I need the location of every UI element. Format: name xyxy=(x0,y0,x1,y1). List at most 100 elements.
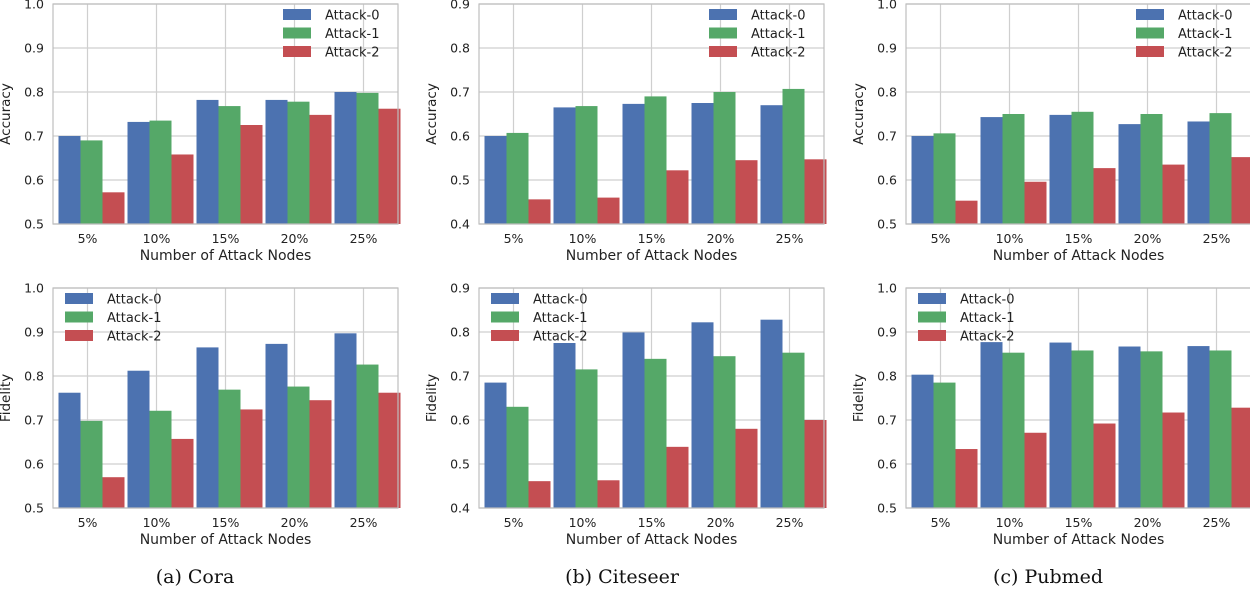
bar-attack-2-25 xyxy=(378,108,401,224)
bar-attack-2-10 xyxy=(597,197,620,224)
y-tick-label: 0.8 xyxy=(24,369,44,384)
x-tick-label: 20% xyxy=(281,231,309,246)
legend-label-attack-0: Attack-0 xyxy=(960,293,1014,308)
y-tick-label: 1.0 xyxy=(24,0,44,12)
bar-attack-1-15 xyxy=(218,106,241,224)
legend-label-attack-0: Attack-0 xyxy=(325,9,379,24)
bar-attack-1-10 xyxy=(149,410,172,508)
legend-swatch-attack-0 xyxy=(918,293,946,304)
legend-label-attack-0: Attack-0 xyxy=(751,9,805,24)
legend-label-attack-2: Attack-2 xyxy=(751,46,805,61)
x-tick-label: 25% xyxy=(1203,515,1231,530)
bar-attack-0-25 xyxy=(1187,346,1210,508)
legend-label-attack-0: Attack-0 xyxy=(107,293,161,308)
x-tick-label: 10% xyxy=(569,515,597,530)
x-tick-label: 20% xyxy=(1134,515,1162,530)
legend-swatch-attack-0 xyxy=(65,293,93,304)
x-tick-label: 25% xyxy=(1203,231,1231,246)
bar-attack-1-25 xyxy=(1209,350,1232,508)
bar-attack-0-5 xyxy=(911,136,934,224)
y-tick-label: 1.0 xyxy=(877,0,897,12)
legend-label-attack-0: Attack-0 xyxy=(533,293,587,308)
bar-attack-1-20 xyxy=(713,92,736,224)
bar-attack-0-15 xyxy=(622,332,645,508)
legend-swatch-attack-2 xyxy=(709,46,737,57)
bar-attack-0-25 xyxy=(760,319,783,508)
bar-attack-0-15 xyxy=(1049,342,1072,508)
caption-cora: (a) Cora xyxy=(155,566,235,588)
y-tick-label: 0.5 xyxy=(450,173,470,188)
x-axis-label: Number of Attack Nodes xyxy=(140,248,312,264)
bar-attack-0-15 xyxy=(196,99,219,224)
bar-attack-2-10 xyxy=(597,480,620,508)
bar-attack-2-20 xyxy=(309,400,332,508)
bar-attack-0-20 xyxy=(691,103,714,224)
legend-swatch-attack-2 xyxy=(491,330,519,341)
bar-attack-2-20 xyxy=(309,114,332,224)
chart-pubmed-fidelity: 0.5 0.6 0.7 0.8 0.9 1.0 5% 10% 15% 20% 25% Number o… xyxy=(851,281,1250,548)
legend-swatch-attack-1 xyxy=(1136,27,1164,39)
legend: Attack-0 Attack-1 Attack-2 xyxy=(709,9,805,61)
bar-attack-0-15 xyxy=(196,347,219,508)
bar-attack-2-10 xyxy=(1024,432,1047,508)
x-tick-label: 5% xyxy=(931,515,951,530)
bar-attack-1-25 xyxy=(782,88,805,224)
plot-frame xyxy=(478,287,825,509)
bar-attack-1-25 xyxy=(782,352,805,508)
bar-attack-2-15 xyxy=(666,170,689,224)
plot-frame xyxy=(52,3,399,225)
bar-attack-0-5 xyxy=(58,136,81,224)
y-tick-label: 0.5 xyxy=(24,501,44,516)
legend-swatch-attack-1 xyxy=(918,311,946,323)
bar-attack-0-15 xyxy=(622,103,645,224)
y-tick-label: 0.7 xyxy=(450,369,470,384)
legend-swatch-attack-0 xyxy=(283,9,311,20)
bar-attack-2-25 xyxy=(1231,157,1250,224)
x-tick-label: 25% xyxy=(776,515,804,530)
y-tick-label: 0.5 xyxy=(450,457,470,472)
legend-swatch-attack-2 xyxy=(918,330,946,341)
legend-swatch-attack-2 xyxy=(65,330,93,341)
legend-label-attack-1: Attack-1 xyxy=(325,27,379,42)
legend-label-attack-1: Attack-1 xyxy=(751,27,805,42)
bar-attack-1-20 xyxy=(287,386,310,508)
x-axis-label: Number of Attack Nodes xyxy=(140,532,312,548)
x-tick-label: 15% xyxy=(1065,231,1093,246)
y-axis-label: Fidelity xyxy=(424,374,440,422)
y-axis-label: Fidelity xyxy=(0,374,14,422)
y-tick-label: 0.6 xyxy=(877,173,897,188)
bar-attack-2-10 xyxy=(171,154,194,224)
bar-attack-2-15 xyxy=(666,446,689,508)
bar-attack-2-5 xyxy=(955,200,978,224)
legend-label-attack-2: Attack-2 xyxy=(325,46,379,61)
caption-pubmed: (c) Pubmed xyxy=(992,566,1104,588)
y-tick-label: 0.6 xyxy=(24,457,44,472)
x-tick-label: 20% xyxy=(1134,231,1162,246)
bar-attack-1-15 xyxy=(644,96,667,224)
bar-attack-1-20 xyxy=(1140,114,1163,224)
bar-attack-1-25 xyxy=(356,364,379,508)
bar-attack-0-20 xyxy=(691,322,714,508)
bar-attack-0-10 xyxy=(980,342,1003,508)
caption-citeseer: (b) Citeseer xyxy=(565,566,679,588)
x-axis-label: Number of Attack Nodes xyxy=(566,248,738,264)
x-tick-label: 15% xyxy=(212,231,240,246)
legend: Attack-0 Attack-1 Attack-2 xyxy=(918,293,1014,345)
y-tick-label: 0.8 xyxy=(450,325,470,340)
x-tick-label: 5% xyxy=(504,231,524,246)
bar-attack-1-10 xyxy=(575,106,598,224)
bar-attack-2-25 xyxy=(1231,407,1250,508)
bar-attack-2-15 xyxy=(1093,423,1116,508)
y-tick-label: 0.5 xyxy=(877,217,897,232)
bar-attack-2-25 xyxy=(804,159,827,224)
y-tick-label: 0.9 xyxy=(24,41,44,56)
legend-label-attack-2: Attack-2 xyxy=(1178,46,1232,61)
bar-attack-0-10 xyxy=(127,121,150,224)
plot-frame xyxy=(478,3,825,225)
y-axis-label: Fidelity xyxy=(851,374,867,422)
bar-attack-0-20 xyxy=(265,343,288,508)
y-tick-label: 0.6 xyxy=(450,129,470,144)
legend-swatch-attack-0 xyxy=(709,9,737,20)
chart-pubmed-accuracy: 0.5 0.6 0.7 0.8 0.9 1.0 5% 10% 15% 20% 25% Number o… xyxy=(851,0,1250,264)
